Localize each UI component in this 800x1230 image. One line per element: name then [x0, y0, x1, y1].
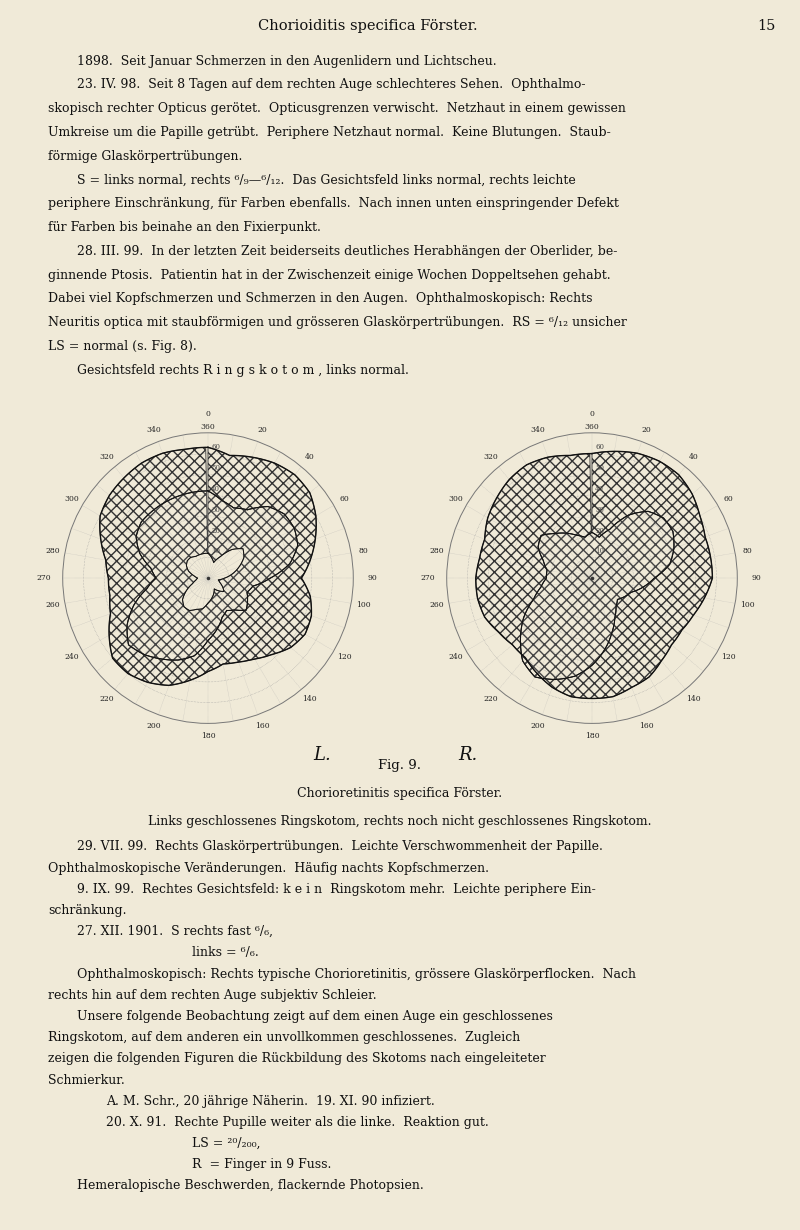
Text: 220: 220	[483, 695, 498, 702]
Text: 240: 240	[448, 653, 462, 661]
Text: S = links normal, rechts ⁶/₉—⁶/₁₂.  Das Gesichtsfeld links normal, rechts leicht: S = links normal, rechts ⁶/₉—⁶/₁₂. Das G…	[77, 173, 575, 187]
Text: zeigen die folgenden Figuren die Rückbildung des Skotoms nach eingeleiteter: zeigen die folgenden Figuren die Rückbil…	[48, 1053, 546, 1065]
Text: periphere Einschränkung, für Farben ebenfalls.  Nach innen unten einspringender : periphere Einschränkung, für Farben eben…	[48, 197, 619, 210]
Text: 280: 280	[430, 546, 444, 555]
Text: 340: 340	[146, 426, 162, 434]
Text: 280: 280	[46, 546, 60, 555]
Text: 0: 0	[590, 410, 594, 418]
Text: 27. XII. 1901.  S rechts fast ⁶/₆,: 27. XII. 1901. S rechts fast ⁶/₆,	[77, 925, 273, 938]
Text: 28. III. 99.  In der letzten Zeit beiderseits deutliches Herabhängen der Oberlid: 28. III. 99. In der letzten Zeit beiders…	[77, 245, 617, 258]
Text: 100: 100	[740, 601, 754, 610]
Text: 10: 10	[211, 547, 220, 555]
Text: 50: 50	[211, 464, 220, 472]
Text: 80: 80	[742, 546, 752, 555]
Text: 0: 0	[206, 410, 210, 418]
Text: LS = ²⁰/₂₀₀,: LS = ²⁰/₂₀₀,	[192, 1137, 261, 1150]
Text: skopisch rechter Opticus gerötet.  Opticusgrenzen verwischt.  Netzhaut in einem : skopisch rechter Opticus gerötet. Opticu…	[48, 102, 626, 116]
Text: Schmierkur.: Schmierkur.	[48, 1074, 125, 1086]
Text: 270: 270	[421, 574, 435, 582]
Text: rechts hin auf dem rechten Auge subjektiv Schleier.: rechts hin auf dem rechten Auge subjekti…	[48, 989, 377, 1001]
Text: Chorioiditis specifica Förster.: Chorioiditis specifica Förster.	[258, 18, 478, 33]
Text: 1898.  Seit Januar Schmerzen in den Augenlidern und Lichtscheu.: 1898. Seit Januar Schmerzen in den Augen…	[77, 54, 497, 68]
Text: 20: 20	[595, 526, 604, 535]
Text: 20. X. 91.  Rechte Pupille weiter als die linke.  Reaktion gut.: 20. X. 91. Rechte Pupille weiter als die…	[106, 1116, 488, 1129]
Text: ginnende Ptosis.  Patientin hat in der Zwischenzeit einige Wochen Doppeltsehen g: ginnende Ptosis. Patientin hat in der Zw…	[48, 268, 610, 282]
Text: R  = Finger in 9 Fuss.: R = Finger in 9 Fuss.	[192, 1159, 331, 1171]
Text: 260: 260	[46, 601, 60, 610]
Text: 90: 90	[367, 574, 377, 582]
Text: 120: 120	[722, 653, 736, 661]
Text: Umkreise um die Papille getrübt.  Periphere Netzhaut normal.  Keine Blutungen.  : Umkreise um die Papille getrübt. Periphe…	[48, 125, 610, 139]
Text: L.: L.	[314, 745, 331, 764]
Text: 100: 100	[356, 601, 370, 610]
Text: Ophthalmoskopische Veränderungen.  Häufig nachts Kopfschmerzen.: Ophthalmoskopische Veränderungen. Häufig…	[48, 862, 489, 875]
Text: 40: 40	[595, 485, 604, 493]
Text: 140: 140	[302, 695, 317, 702]
Text: 15: 15	[758, 18, 776, 33]
Text: 360: 360	[201, 423, 215, 430]
Text: R.: R.	[458, 745, 477, 764]
Text: Fig. 9.: Fig. 9.	[378, 759, 422, 772]
Text: 40: 40	[305, 454, 314, 461]
Text: A. M. Schr., 20 jährige Näherin.  19. XI. 90 infiziert.: A. M. Schr., 20 jährige Näherin. 19. XI.…	[106, 1095, 434, 1108]
Text: 10: 10	[595, 547, 604, 555]
Text: Dabei viel Kopfschmerzen und Schmerzen in den Augen.  Ophthalmoskopisch: Rechts: Dabei viel Kopfschmerzen und Schmerzen i…	[48, 293, 593, 305]
Text: schränkung.: schränkung.	[48, 904, 126, 918]
Text: 320: 320	[483, 454, 498, 461]
Text: 160: 160	[638, 722, 654, 731]
Text: 220: 220	[99, 695, 114, 702]
Text: 300: 300	[448, 496, 462, 503]
Text: 180: 180	[585, 732, 599, 740]
Text: 90: 90	[751, 574, 761, 582]
Text: 140: 140	[686, 695, 701, 702]
Text: 23. IV. 98.  Seit 8 Tagen auf dem rechten Auge schlechteres Sehen.  Ophthalmo-: 23. IV. 98. Seit 8 Tagen auf dem rechten…	[77, 79, 586, 91]
Text: Ringskotom, auf dem anderen ein unvollkommen geschlossenes.  Zugleich: Ringskotom, auf dem anderen ein unvollko…	[48, 1031, 520, 1044]
Text: 200: 200	[530, 722, 546, 731]
Text: Gesichtsfeld rechts R i n g s k o t o m , links normal.: Gesichtsfeld rechts R i n g s k o t o m …	[77, 364, 409, 376]
Text: links = ⁶/₆.: links = ⁶/₆.	[192, 946, 258, 959]
Text: 360: 360	[585, 423, 599, 430]
Text: 180: 180	[201, 732, 215, 740]
Text: 20: 20	[211, 526, 220, 535]
Text: Neuritis optica mit staubförmigen und grösseren Glaskörpertrübungen.  RS = ⁶/₁₂ : Neuritis optica mit staubförmigen und gr…	[48, 316, 627, 330]
Text: 40: 40	[689, 454, 698, 461]
Text: förmige Glaskörpertrübungen.: förmige Glaskörpertrübungen.	[48, 150, 242, 162]
Text: für Farben bis beinahe an den Fixierpunkt.: für Farben bis beinahe an den Fixierpunk…	[48, 221, 321, 234]
Text: 60: 60	[340, 496, 350, 503]
Text: 40: 40	[211, 485, 220, 493]
Text: 260: 260	[430, 601, 444, 610]
Text: 30: 30	[211, 506, 220, 514]
Text: 9. IX. 99.  Rechtes Gesichtsfeld: k e i n  Ringskotom mehr.  Leichte periphere E: 9. IX. 99. Rechtes Gesichtsfeld: k e i n…	[77, 883, 595, 895]
Text: 340: 340	[530, 426, 546, 434]
Text: 29. VII. 99.  Rechts Glaskörpertrübungen.  Leichte Verschwommenheit der Papille.: 29. VII. 99. Rechts Glaskörpertrübungen.…	[77, 840, 602, 854]
Text: 200: 200	[146, 722, 162, 731]
Text: 160: 160	[254, 722, 270, 731]
Text: Chorioretinitis specifica Förster.: Chorioretinitis specifica Förster.	[298, 787, 502, 800]
Text: 60: 60	[724, 496, 734, 503]
Text: Unsere folgende Beobachtung zeigt auf dem einen Auge ein geschlossenes: Unsere folgende Beobachtung zeigt auf de…	[77, 1010, 553, 1023]
Text: 50: 50	[595, 464, 604, 472]
Text: 120: 120	[338, 653, 352, 661]
Text: 60: 60	[595, 444, 604, 451]
Text: 270: 270	[37, 574, 51, 582]
Text: 300: 300	[64, 496, 78, 503]
Text: 320: 320	[99, 454, 114, 461]
Text: Hemeralopische Beschwerden, flackernde Photopsien.: Hemeralopische Beschwerden, flackernde P…	[77, 1180, 423, 1192]
Text: 20: 20	[641, 426, 651, 434]
Text: 20: 20	[257, 426, 267, 434]
Text: 60: 60	[211, 444, 220, 451]
Text: LS = normal (s. Fig. 8).: LS = normal (s. Fig. 8).	[48, 339, 197, 353]
Text: 240: 240	[64, 653, 78, 661]
Text: Ophthalmoskopisch: Rechts typische Chorioretinitis, grössere Glaskörperflocken. : Ophthalmoskopisch: Rechts typische Chori…	[77, 968, 636, 980]
Text: 30: 30	[595, 506, 604, 514]
Text: Links geschlossenes Ringskotom, rechts noch nicht geschlossenes Ringskotom.: Links geschlossenes Ringskotom, rechts n…	[148, 815, 652, 828]
Text: 80: 80	[358, 546, 368, 555]
